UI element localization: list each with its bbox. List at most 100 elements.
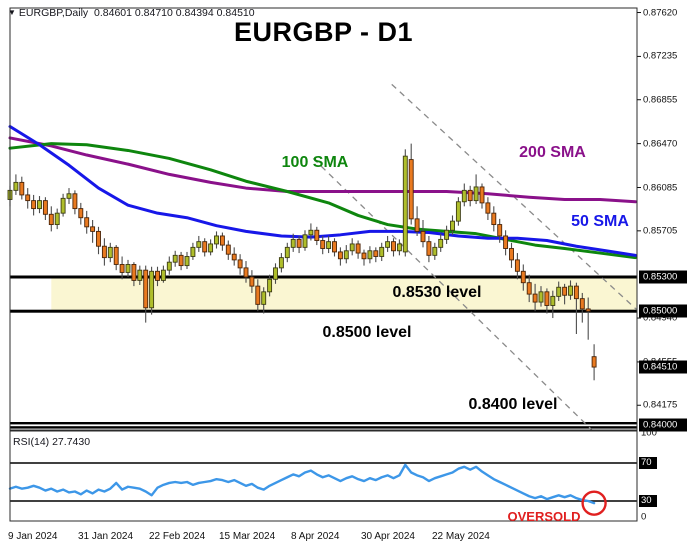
bear-candle-body	[497, 224, 503, 237]
bear-candle-body	[414, 218, 420, 232]
price-tick-label: 0.87620	[643, 7, 678, 19]
bear-candle-body	[249, 276, 255, 287]
bull-candle-body	[54, 212, 60, 226]
bull-candle-body	[37, 200, 42, 210]
bear-candle-body	[337, 251, 343, 260]
bull-candle-body	[284, 246, 290, 259]
bear-candle-body	[467, 189, 473, 202]
bear-candle-body	[361, 252, 367, 260]
bear-candle-body	[155, 270, 160, 281]
bull-candle-body	[367, 250, 373, 260]
rsi-indicator-label: RSI(14) 27.7430	[13, 436, 91, 448]
price-tick-label: 0.84940	[643, 312, 678, 324]
sma200-label: 200 SMA	[519, 144, 586, 161]
bear-candle-body	[219, 235, 225, 246]
bear-candle-body	[225, 244, 231, 255]
price-tag: 0.84000	[639, 418, 687, 432]
bear-candle-body	[143, 269, 149, 309]
bull-candle-body	[455, 201, 461, 222]
rsi-tick-label: 0	[641, 511, 647, 523]
bear-candle-body	[255, 285, 261, 305]
bear-candle-body	[509, 248, 514, 261]
bull-candle-body	[172, 254, 178, 263]
rsi-guide-30	[10, 500, 637, 502]
bear-candle-body	[320, 240, 326, 249]
level-8530-label: 0.8530 level	[392, 284, 482, 301]
trendline-2	[312, 157, 593, 431]
bull-candle-body	[379, 246, 385, 257]
bear-candle-body	[532, 293, 538, 303]
bear-candle-body	[479, 186, 485, 204]
bear-candle-body	[491, 212, 497, 226]
rsi-tag: 70	[639, 457, 657, 469]
price-tag: 0.84510	[639, 360, 687, 374]
bull-candle-body	[13, 181, 19, 191]
chevron-down-icon[interactable]: ▼	[8, 8, 16, 17]
bear-candle-body	[373, 250, 379, 257]
sma100-label: 100 SMA	[281, 154, 349, 171]
bear-candle-body	[243, 267, 249, 278]
bear-candle-body	[391, 241, 396, 252]
bear-candle-body	[119, 264, 125, 273]
bear-candle-body	[314, 229, 320, 241]
bear-candle-body	[72, 193, 78, 210]
rsi-panel-border	[9, 430, 638, 522]
chart-title: EURGBP - D1	[233, 17, 414, 47]
bull-candle-body	[438, 238, 444, 248]
bear-candle-body	[420, 230, 426, 243]
rsi-tag: 30	[639, 495, 657, 507]
bull-candle-body	[308, 229, 314, 236]
rsi-line	[8, 463, 596, 505]
bull-candle-body	[214, 235, 219, 245]
bull-candle-body	[538, 291, 544, 303]
bull-candle-body	[66, 193, 72, 199]
bull-candle-body	[396, 243, 402, 252]
bull-candle-body	[385, 241, 391, 248]
bull-candle-body	[461, 189, 467, 203]
bear-candle-body	[131, 264, 137, 281]
level-line-0.84	[10, 426, 637, 429]
bull-candle-body	[149, 270, 155, 309]
level-8500-label: 0.8500 level	[322, 324, 412, 341]
bear-candle-body	[31, 200, 37, 210]
bull-candle-body	[60, 197, 66, 214]
bull-candle-body	[137, 269, 143, 281]
bear-candle-body	[503, 235, 509, 249]
price-tick-label: 0.86085	[643, 182, 678, 193]
ohlc-values: 0.84601 0.84710 0.84394 0.84510	[94, 7, 255, 19]
price-tick-label: 0.87235	[643, 50, 678, 62]
bull-candle-body	[290, 238, 296, 248]
date-label: 22 Feb 2024	[149, 531, 206, 542]
bear-candle-body	[90, 226, 96, 232]
bull-candle-body	[550, 295, 556, 306]
bear-candle-body	[520, 270, 526, 284]
level-line-0.853	[10, 275, 637, 279]
bull-candle-body	[125, 264, 131, 273]
date-label: 30 Apr 2024	[361, 531, 415, 542]
date-label: 15 Mar 2024	[219, 531, 276, 542]
bear-candle-body	[78, 208, 84, 219]
bull-candle-body	[302, 234, 308, 248]
bull-candle-body	[450, 220, 455, 231]
main-panel-bg	[10, 8, 637, 430]
bear-candle-body	[355, 243, 361, 254]
bull-candle-body	[267, 278, 273, 293]
bear-candle-body	[25, 194, 31, 202]
bear-candle-body	[19, 181, 25, 196]
sma200-line	[8, 136, 637, 204]
bear-candle-body	[113, 246, 119, 265]
date-label: 31 Jan 2024	[78, 531, 134, 542]
bear-candle-body	[573, 285, 579, 300]
bull-candle-body	[160, 269, 166, 281]
bull-candle-body	[166, 261, 172, 271]
bear-candle-body	[48, 213, 54, 226]
rsi-tick-label: 100	[641, 427, 657, 439]
bear-candle-body	[237, 259, 243, 269]
bear-candle-body	[579, 298, 585, 310]
bull-candle-body	[343, 250, 349, 260]
bear-candle-body	[591, 356, 597, 368]
bear-candle-body	[96, 230, 101, 247]
price-tick-label: 0.86855	[643, 94, 678, 106]
